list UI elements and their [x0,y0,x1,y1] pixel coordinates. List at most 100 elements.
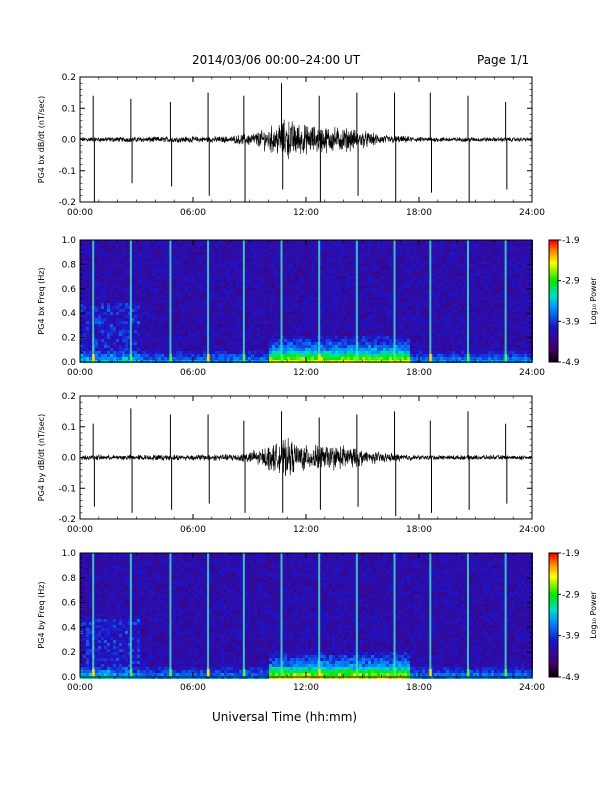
spectrogram-cell [209,240,212,243]
spectrogram-cell [266,270,269,273]
spectrogram-cell [233,285,236,288]
spectrogram-cell [425,264,428,267]
spectrogram-cell [380,339,383,342]
spectrogram-cell [188,306,191,309]
spectrogram-cell [257,306,260,309]
spectrogram-cell [296,261,299,264]
spectrogram-cell [110,255,113,258]
spectrogram-cell [269,246,272,249]
spectrogram-cell [272,285,275,288]
spectrogram-cell [224,294,227,297]
spectrogram-cell [299,345,302,348]
spectrogram-cell [380,279,383,282]
spectrogram-cell [359,318,362,321]
spectrogram-cell [278,261,281,264]
spectrogram-cell [278,315,281,318]
spectrogram-cell [398,273,401,276]
spectrogram-cell [116,246,119,249]
spectrogram-cell [200,309,203,312]
spectrogram-cell [98,261,101,264]
spectrogram-cell [419,288,422,291]
spectrogram-cell [164,258,167,261]
spectrogram-cell [314,303,317,306]
spectrogram-cell [290,285,293,288]
spectrogram-cell [158,327,161,330]
spectrogram-cell [161,333,164,336]
spectrogram-cell [302,345,305,348]
spectrogram-cell [125,357,128,360]
spectrogram-cell [179,348,182,351]
spectrogram-cell [248,342,251,345]
spectrogram-cell [218,282,221,285]
spectrogram-cell [401,315,404,318]
spectrogram-cell [422,258,425,261]
spectrogram-cell [425,294,428,297]
spectrogram-cell [191,303,194,306]
spectrogram-cell [398,285,401,288]
spectrogram-cell [182,324,185,327]
spectrogram-cell [224,342,227,345]
spectrogram-cell [413,300,416,303]
spectrogram-cell [98,309,101,312]
y-tick-label: 0.2 [62,73,76,83]
spectrogram-cell [251,348,254,351]
spectrogram-cell [203,327,206,330]
spectrogram-cell [272,294,275,297]
spectrogram-cell [152,351,155,354]
spectrogram-cell [89,354,92,357]
spectrogram-cell [362,315,365,318]
spectrogram-cell [191,309,194,312]
spectrogram-cell [296,318,299,321]
spectrogram-cell [353,357,356,360]
spectrogram-cell [410,252,413,255]
spectrogram-cell [134,312,137,315]
spectrogram-cell [278,270,281,273]
spectrogram-cell [368,315,371,318]
spectrogram-cell [374,243,377,246]
spectrogram-cell [359,354,362,357]
spectrogram-cell [152,315,155,318]
spectrogram-cell [248,297,251,300]
spectrogram-cell [140,282,143,285]
spectrogram-cell [374,273,377,276]
spectrogram-cell [341,255,344,258]
spectrogram-cell [350,264,353,267]
spectrogram-cell [176,291,179,294]
spectrogram-cell [158,270,161,273]
spectrogram-cell [86,339,89,342]
spectrogram-cell [146,303,149,306]
spectrogram-cell [380,258,383,261]
spectrogram-cell [86,279,89,282]
spectrogram-cell [431,351,434,354]
spectrogram-cell [203,336,206,339]
spectrogram-cell [323,243,326,246]
spectrogram-cell [302,300,305,303]
spectrogram-cell [323,303,326,306]
spectrogram-cell [131,351,134,354]
spectrogram-cell [212,351,215,354]
spectrogram-cell [236,258,239,261]
spectrogram-cell [407,321,410,324]
spectrogram-cell [203,249,206,252]
spectrogram-cell [80,357,83,360]
spectrogram-cell [104,309,107,312]
spectrogram-cell [413,255,416,258]
spectrogram-cell [251,261,254,264]
spectrogram-cell [185,306,188,309]
spectrogram-cell [179,324,182,327]
spectrogram-cell [263,291,266,294]
spectrogram-cell [371,315,374,318]
spectrogram-cell [179,321,182,324]
spectrogram-cell [212,357,215,360]
spectrogram-cell [146,327,149,330]
spectrogram-cell [170,267,173,270]
spectrogram-cell [380,246,383,249]
spectrogram-cell [146,267,149,270]
spectrogram-cell [359,264,362,267]
spectrogram-cell [320,312,323,315]
spectrogram-cell [185,288,188,291]
spectrogram-cell [107,318,110,321]
spectrogram-cell [362,303,365,306]
spectrogram-cell [257,267,260,270]
spectrogram-cell [230,255,233,258]
